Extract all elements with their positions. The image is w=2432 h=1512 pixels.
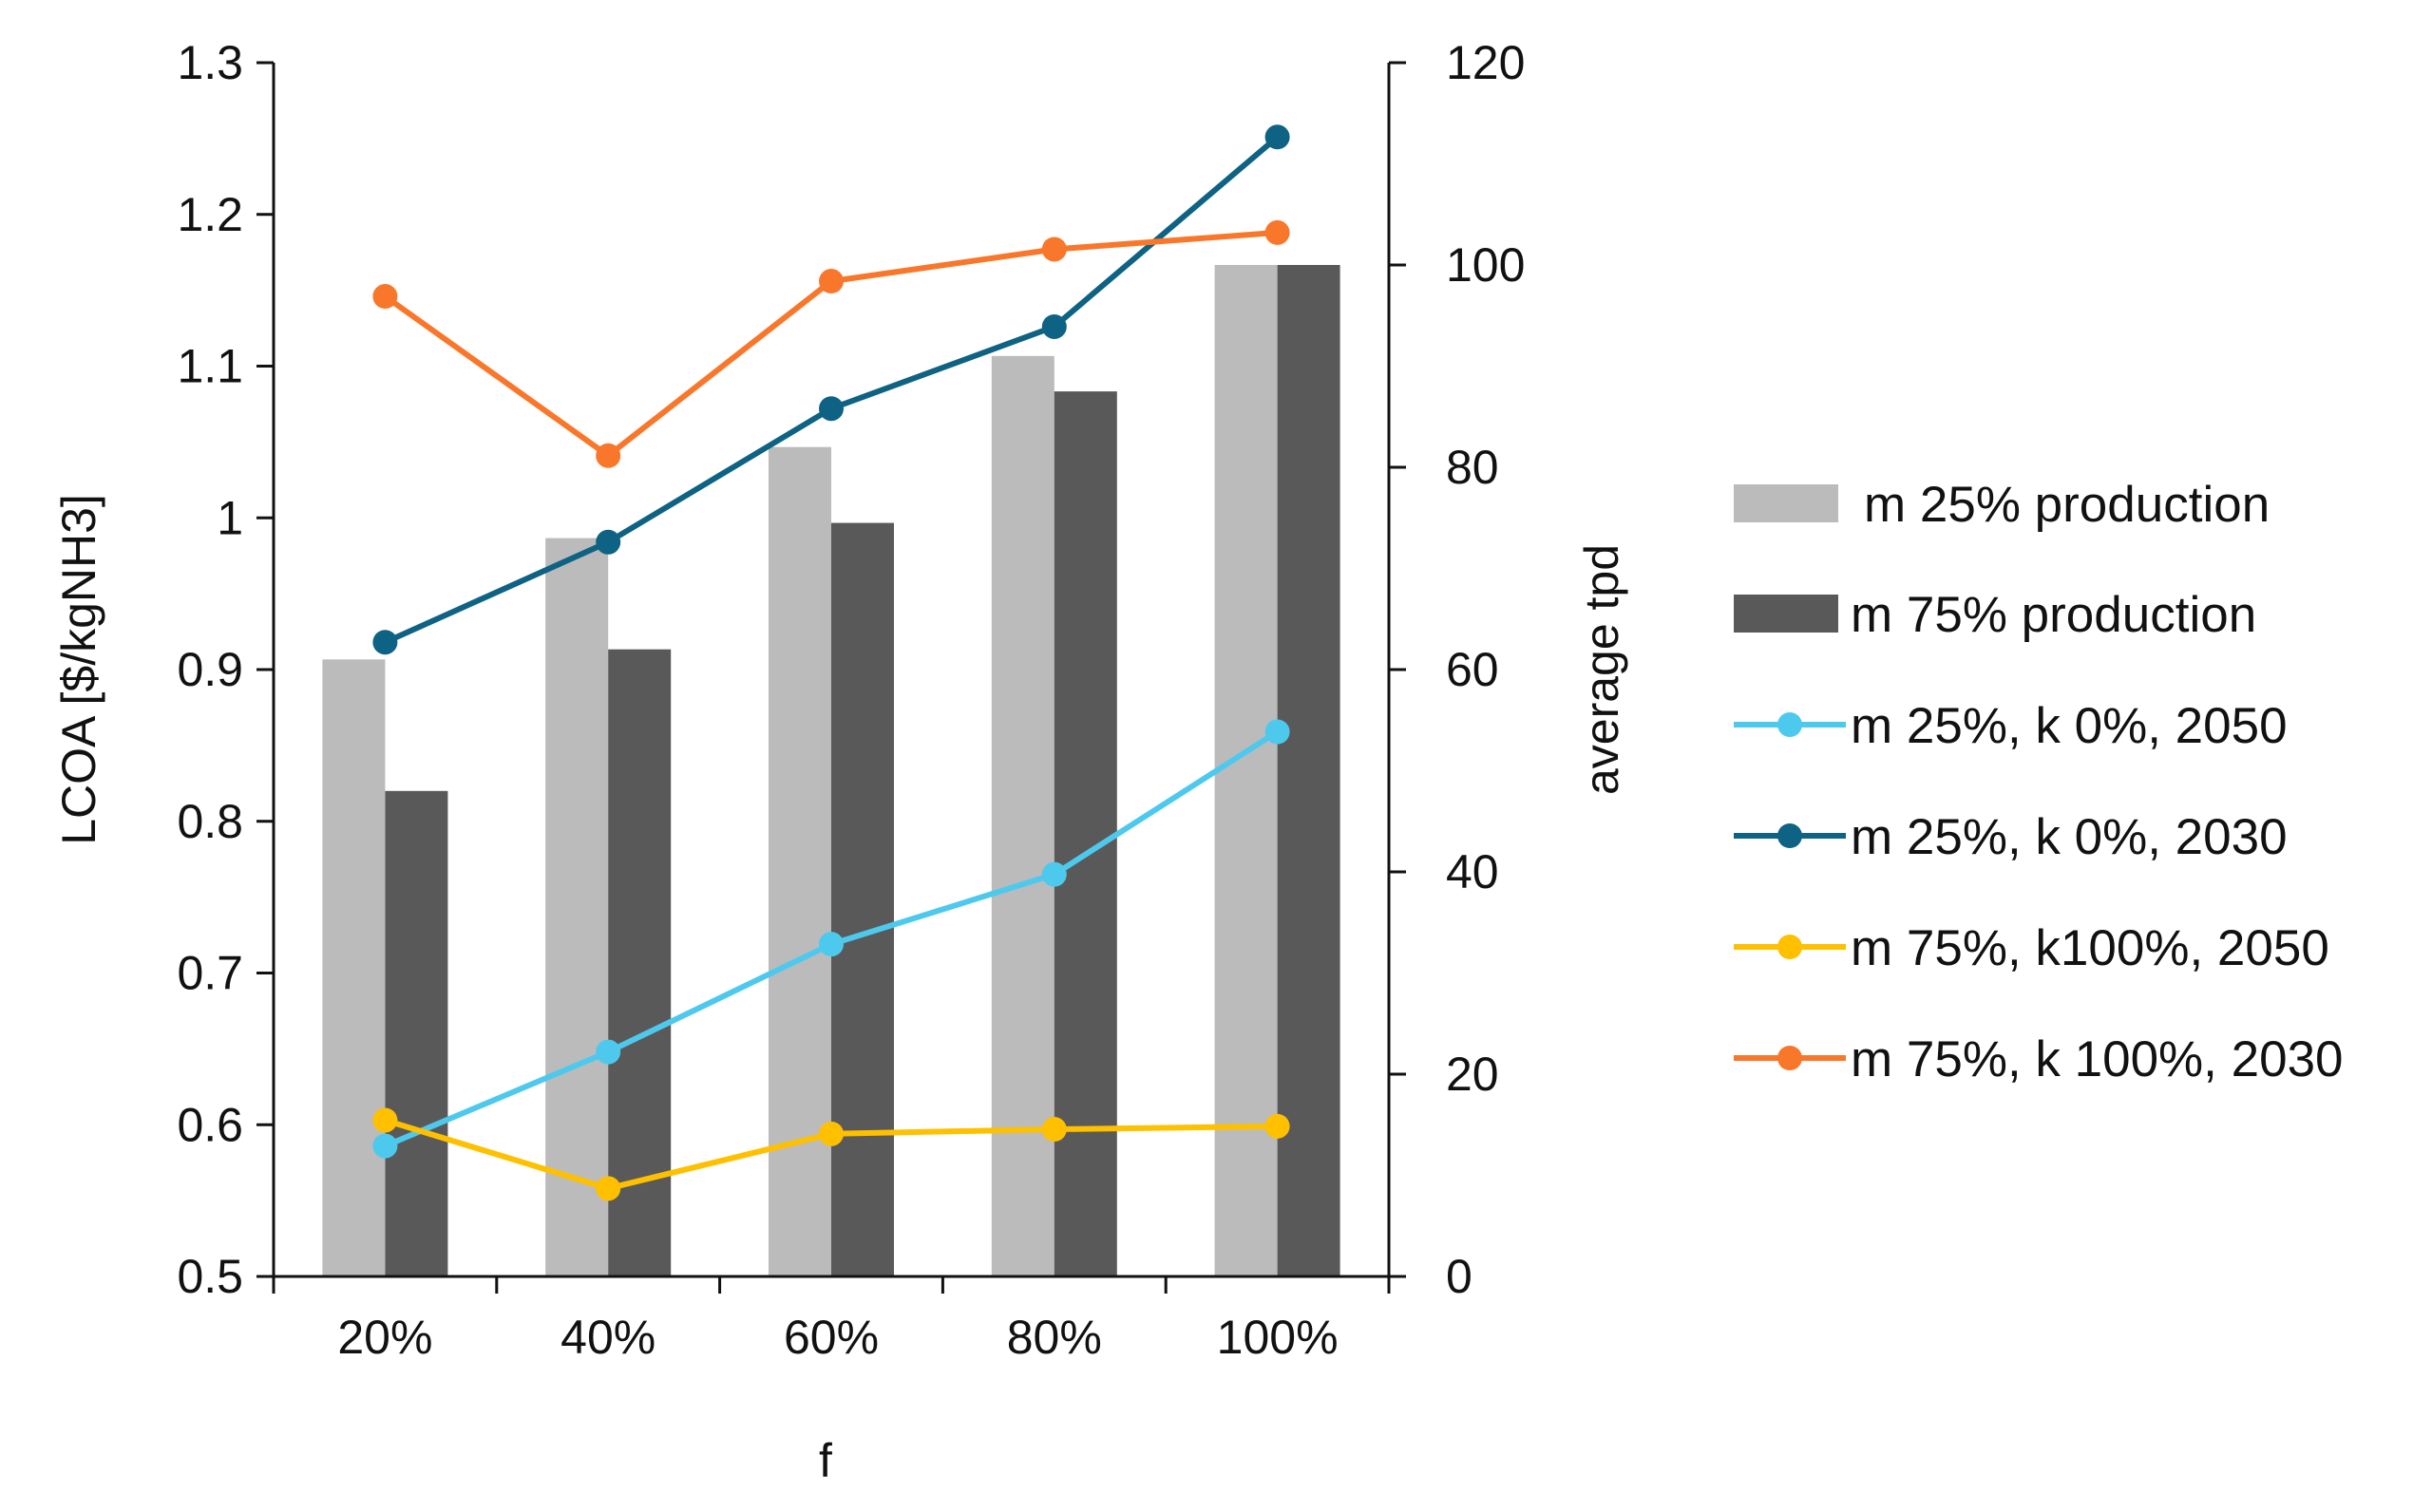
- x-tick-label-0: 20%: [337, 1311, 432, 1364]
- right-tick-label-0: 0: [1446, 1250, 1472, 1303]
- left-tick-label-5: 1: [217, 491, 243, 544]
- line-m75-k100-2050-point-1: [596, 1176, 621, 1201]
- left-tick-label-6: 1.1: [177, 340, 243, 393]
- legend-swatch-m25-production: [1734, 484, 1838, 522]
- left-tick-label-7: 1.2: [177, 188, 243, 241]
- right-axis-title: average tpd: [1575, 544, 1628, 795]
- bar-m75-2: [831, 522, 894, 1276]
- left-tick-label-3: 0.8: [177, 795, 243, 848]
- left-tick-label-8: 1.3: [177, 36, 243, 89]
- line-m75-k100-2050-point-3: [1041, 1117, 1067, 1143]
- line-m75-k100-2050-point-2: [819, 1121, 844, 1146]
- left-tick-label-1: 0.6: [177, 1098, 243, 1151]
- right-tick-label-6: 120: [1446, 36, 1525, 89]
- bar-m25-1: [545, 538, 609, 1276]
- left-tick-label-4: 0.9: [177, 643, 243, 696]
- legend-swatch-marker-3: [1777, 1046, 1802, 1070]
- labels-layer: 0.5 0.6 0.7 0.8 0.9 1 1.1 1.2 1.3 0 20 40 60 80 100 120…: [52, 36, 1628, 1487]
- legend-swatch-marker-2: [1777, 935, 1802, 959]
- legend: m 25% production m 75% production m 25%, k…: [1734, 477, 2344, 1087]
- bar-m25-3: [991, 355, 1054, 1277]
- right-tick-label-1: 20: [1446, 1048, 1499, 1101]
- lines-layer: [372, 124, 1290, 1201]
- right-tick-label-3: 60: [1446, 643, 1499, 696]
- bar-m75-0: [385, 790, 448, 1276]
- legend-swatch-m75-production: [1734, 595, 1838, 633]
- line-m75-k100-2030-point-4: [1264, 219, 1290, 245]
- right-tick-label-2: 40: [1446, 845, 1499, 898]
- left-tick-label-0: 0.5: [177, 1250, 243, 1303]
- legend-label-1: m 75% production: [1851, 587, 2256, 643]
- line-m25-k0-2050-point-4: [1264, 719, 1290, 745]
- bars-layer: [322, 265, 1340, 1277]
- line-m25-k0-2030-point-0: [372, 630, 398, 655]
- line-m25-k0-2050-point-3: [1041, 861, 1067, 887]
- x-tick-label-4: 100%: [1217, 1311, 1339, 1364]
- line-m25-k0-2030-point-3: [1041, 313, 1067, 339]
- line-m25-k0-2030-point-1: [596, 529, 621, 555]
- left-axis-title: LCOA [$/kgNH3]: [52, 494, 105, 845]
- legend-label-0: m 25% production: [1864, 477, 2270, 533]
- line-m75-k100-2030-point-2: [819, 269, 844, 294]
- x-tick-label-3: 80%: [1007, 1311, 1102, 1364]
- line-m75-k100-2030: [383, 229, 1278, 459]
- legend-swatch-marker-1: [1777, 823, 1802, 848]
- line-m75-k100-2030-point-1: [596, 443, 621, 468]
- x-tick-label-1: 40%: [560, 1311, 656, 1364]
- bar-m25-0: [322, 659, 386, 1276]
- bar-m25-4: [1214, 265, 1278, 1276]
- right-tick-label-4: 80: [1446, 441, 1499, 494]
- bar-m75-1: [608, 649, 672, 1276]
- legend-label-5: m 75%, k 100%, 2030: [1851, 1031, 2344, 1087]
- bar-m25-2: [769, 446, 831, 1276]
- legend-label-4: m 75%, k100%, 2050: [1851, 920, 2329, 976]
- legend-swatch-marker-0: [1777, 712, 1802, 737]
- bar-m75-4: [1277, 265, 1340, 1276]
- line-m75-k100-2030-point-0: [372, 284, 398, 310]
- bar-m75-3: [1054, 391, 1117, 1276]
- right-tick-label-5: 100: [1446, 238, 1525, 292]
- legend-label-3: m 25%, k 0%, 2030: [1851, 809, 2288, 865]
- line-m25-k0-2050-point-0: [372, 1133, 398, 1159]
- line-m25-k0-2050-point-2: [819, 932, 844, 957]
- x-tick-label-2: 60%: [784, 1311, 879, 1364]
- line-m75-k100-2050-point-0: [372, 1107, 398, 1133]
- line-m25-k0-2030-point-2: [819, 396, 844, 422]
- legend-label-2: m 25%, k 0%, 2050: [1851, 698, 2288, 754]
- axes-layer: [256, 61, 1406, 1294]
- line-m75-k100-2030-point-3: [1041, 236, 1067, 262]
- left-tick-label-2: 0.7: [177, 947, 243, 1000]
- line-m75-k100-2050-point-4: [1264, 1113, 1290, 1139]
- line-m25-k0-2050-point-1: [596, 1039, 621, 1065]
- x-axis-title: f: [819, 1434, 832, 1487]
- line-m25-k0-2030-point-4: [1264, 124, 1290, 150]
